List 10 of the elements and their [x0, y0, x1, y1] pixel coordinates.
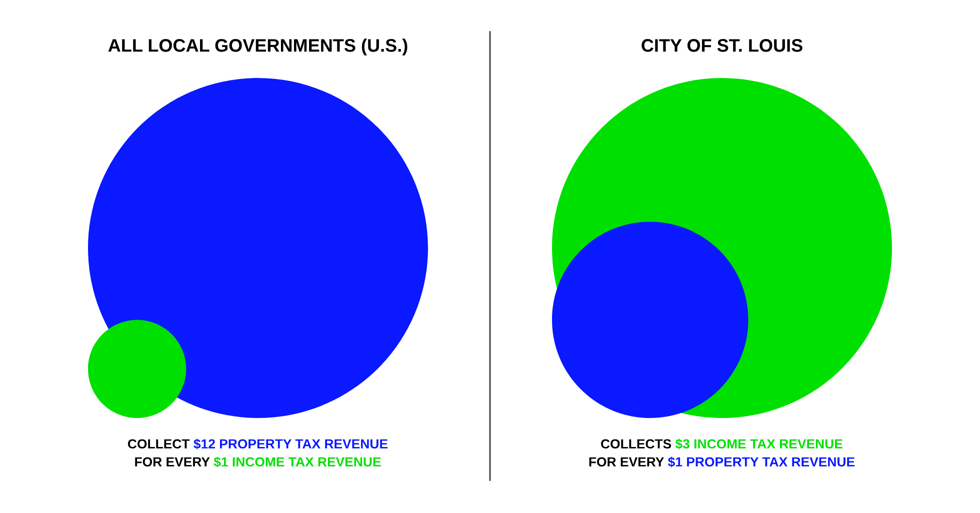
text: CITY OF ST. LOUIS — [642, 39, 802, 52]
data-label: $12 PROPERTY TAX REVENUE — [194, 438, 388, 450]
text: COLLECT — [128, 439, 190, 449]
text: ALL LOCAL GOVERNMENTS (U.S.) — [108, 38, 408, 56]
data-label: $3 INCOME TAX REVENUE — [675, 438, 842, 450]
text: FOR EVERY — [135, 457, 210, 467]
text: FOR EVERY — [589, 457, 664, 467]
data-label: $1 PROPERTY TAX REVENUE — [668, 456, 855, 468]
data-label: $1 INCOME TAX REVENUE — [214, 456, 381, 468]
text: COLLECTS — [601, 439, 672, 449]
